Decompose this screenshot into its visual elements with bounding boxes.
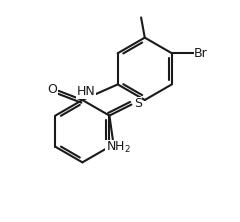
Text: S: S bbox=[134, 97, 142, 110]
Text: NH$_2$: NH$_2$ bbox=[106, 140, 131, 155]
Text: HN: HN bbox=[77, 85, 96, 98]
Text: Br: Br bbox=[194, 47, 208, 60]
Text: O: O bbox=[47, 83, 57, 96]
